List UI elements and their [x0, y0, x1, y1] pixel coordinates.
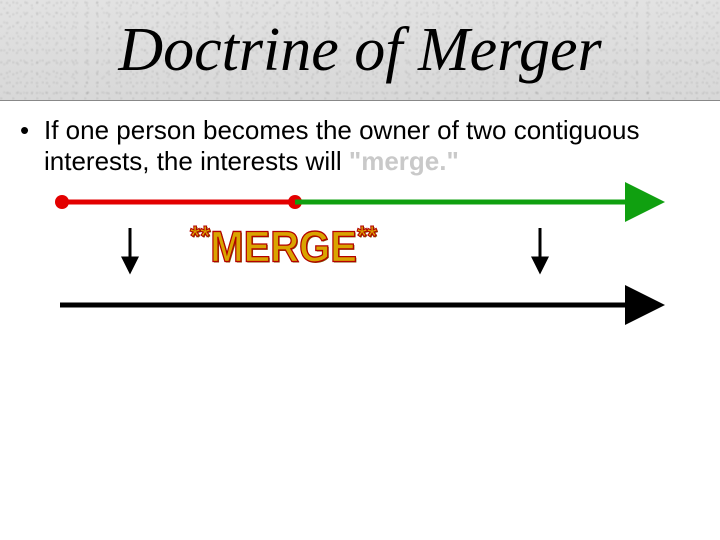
bullet-merge-word: "merge.": [349, 146, 459, 176]
merge-star-post: **: [357, 220, 377, 253]
merge-wordart: **MERGE**: [190, 220, 377, 273]
bullet-text-main: If one person becomes the owner of two c…: [44, 115, 639, 176]
bullet-text: If one person becomes the owner of two c…: [44, 115, 700, 176]
merge-star-pre: **: [190, 220, 210, 253]
red-dot-start: [55, 195, 69, 209]
slide: Doctrine of Merger • If one person becom…: [0, 0, 720, 540]
merge-word: MERGE: [210, 223, 357, 271]
red-dot-end: [288, 195, 302, 209]
bullet-item: • If one person becomes the owner of two…: [20, 115, 700, 176]
slide-title: Doctrine of Merger: [0, 0, 720, 100]
bullet-dot: •: [20, 115, 29, 146]
